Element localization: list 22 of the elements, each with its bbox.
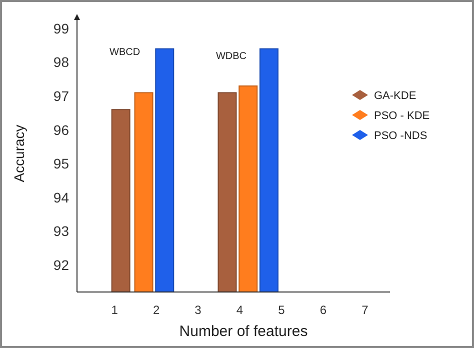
y-tick-label: 96 [53, 122, 70, 138]
x-tick-label: 3 [194, 303, 202, 317]
y-tick-label: 98 [53, 54, 70, 70]
y-axis-title: Accuracy [11, 124, 27, 182]
y-tick-label: 92 [53, 256, 70, 273]
x-tick-label: 6 [320, 303, 327, 317]
x-axis-title: Number of features [179, 323, 308, 340]
annotation: WBCD [110, 47, 140, 58]
x-tick-label: 7 [362, 303, 369, 317]
x-tick-label: 1 [111, 303, 118, 317]
x-tick-label: 2 [152, 303, 160, 317]
y-tick-label: 93 [53, 223, 70, 240]
legend-label: PSO -NDS [374, 130, 428, 142]
y-tick-label: 95 [53, 156, 70, 172]
legend-label: GA-KDE [374, 90, 416, 102]
annotation: WDBC [216, 51, 247, 62]
x-tick-label: 4 [236, 303, 244, 317]
y-tick-label: 94 [53, 189, 70, 206]
y-tick-label: 97 [53, 88, 70, 104]
y-tick-label: 99 [53, 20, 70, 36]
x-tick-label: 5 [278, 303, 286, 317]
legend-label: PSO - KDE [374, 110, 430, 122]
